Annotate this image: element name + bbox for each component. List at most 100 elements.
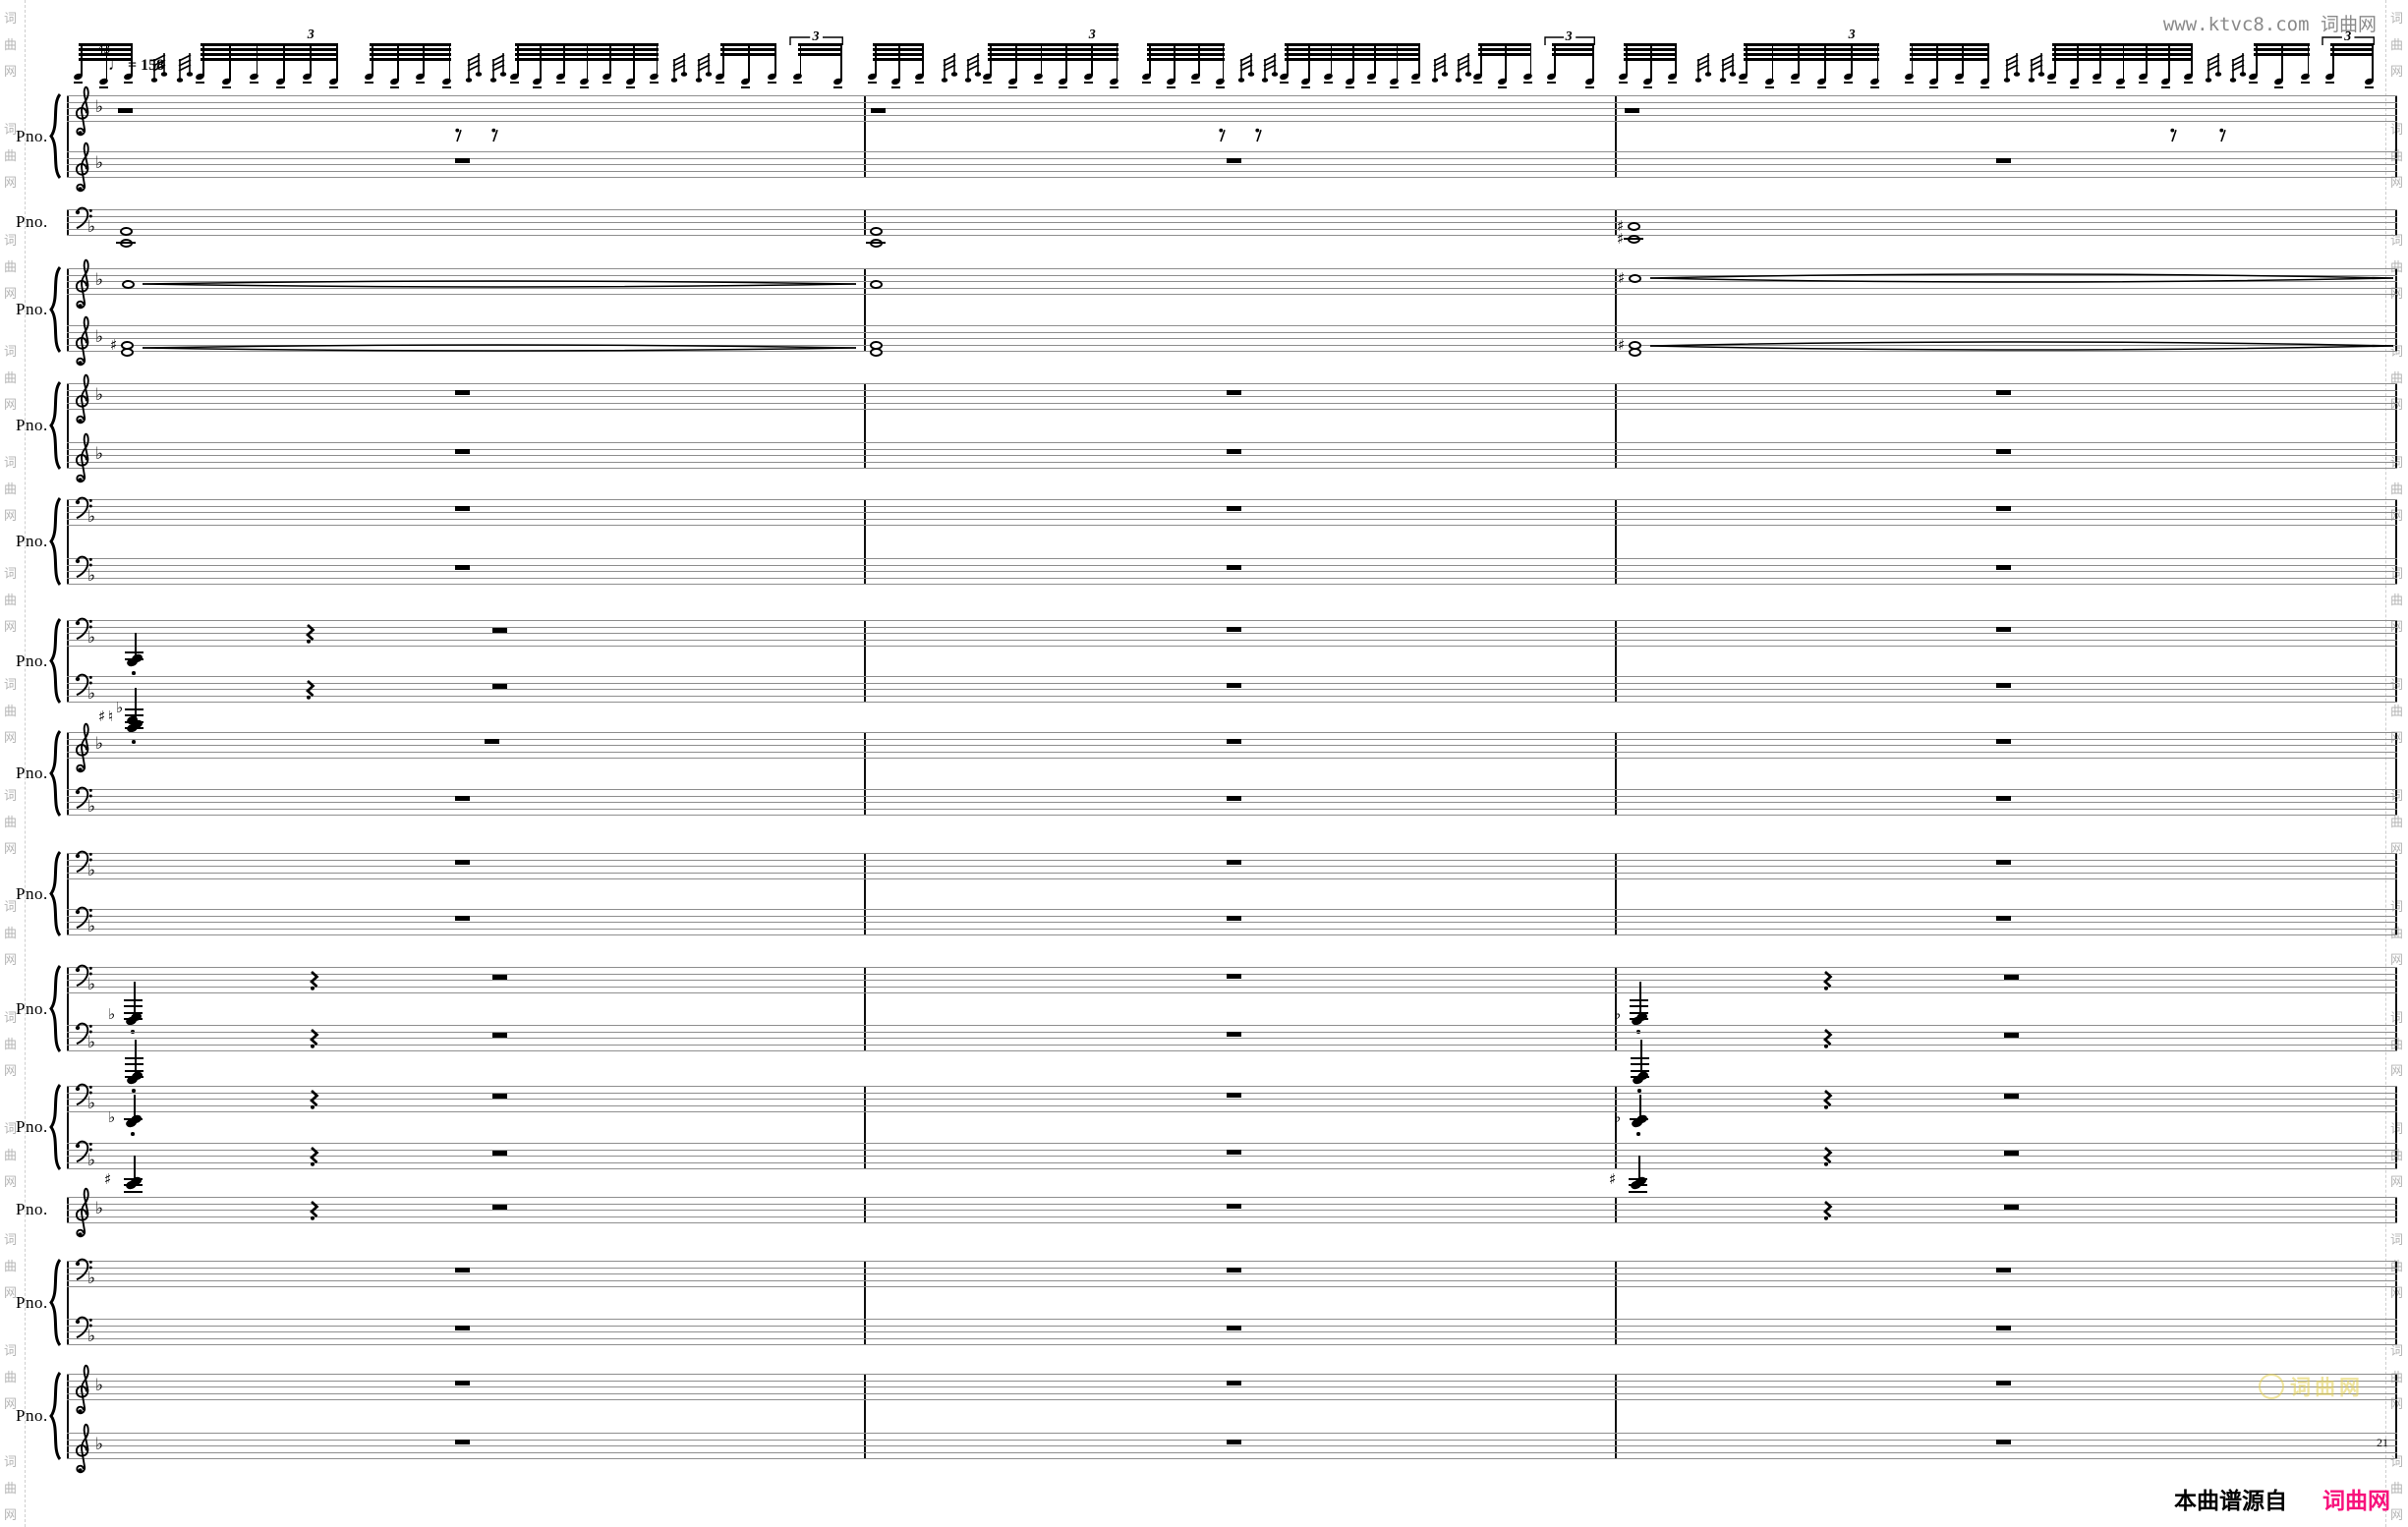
ledger-dash — [741, 86, 751, 88]
note-stem — [2122, 45, 2125, 81]
barline — [1615, 95, 1617, 178]
whole-rest — [455, 1267, 470, 1272]
note-stem — [1396, 45, 1399, 81]
staff-line — [67, 1433, 2397, 1435]
staff-line — [67, 1143, 2397, 1145]
chord-stem — [1639, 982, 1641, 1021]
instrument-label: Pno. — [16, 650, 48, 670]
barline — [1615, 1086, 1617, 1169]
whole-note — [1627, 221, 1640, 231]
notehead — [1300, 77, 1311, 86]
cluster-notehead — [1635, 1113, 1648, 1125]
note-stem — [1480, 45, 1483, 76]
whole-rest — [1227, 1439, 1241, 1444]
accidental: ♯ — [110, 336, 118, 354]
watermark-char: 词 — [2390, 12, 2404, 27]
footer: 本曲谱源自 词曲网 — [2174, 1482, 2390, 1515]
accidental: ♯ — [1618, 336, 1626, 354]
quarter-rest — [1822, 1201, 1833, 1220]
instrument-label: Pno. — [16, 883, 48, 903]
key-signature-flat: ♭ — [87, 684, 96, 704]
watermark-char: 词 — [4, 456, 18, 471]
cluster-notehead — [131, 652, 143, 664]
beam — [873, 43, 925, 46]
note-stem — [1222, 45, 1225, 81]
ledger-dash — [275, 86, 285, 88]
note-stem — [2191, 45, 2193, 76]
whole-rest — [1996, 1439, 2011, 1444]
note-stem — [2307, 45, 2310, 76]
beam — [2254, 43, 2310, 46]
whole-rest — [1996, 564, 2011, 570]
beam — [1909, 43, 1989, 46]
staff-line — [67, 274, 2397, 276]
watermark-char: 曲 — [2390, 1482, 2404, 1497]
quarter-rest — [309, 1201, 319, 1220]
watermark-char: 曲 — [4, 149, 18, 164]
tuplet-number: 3 — [1088, 28, 1096, 42]
ledger-dash — [1843, 82, 1853, 84]
notehead — [195, 72, 205, 82]
notehead — [1642, 77, 1653, 86]
ledger-dash — [1473, 82, 1483, 84]
staff-line — [67, 676, 2397, 678]
whole-note — [1628, 273, 1641, 283]
beam — [369, 43, 451, 46]
ledger-dash — [364, 82, 373, 84]
ledger-line — [124, 1005, 143, 1007]
watermark-char: 网 — [4, 1397, 18, 1412]
system-brace — [49, 497, 62, 586]
ledger-dash — [1739, 82, 1749, 84]
treble-clef-icon — [75, 258, 89, 310]
tie — [1649, 341, 2394, 351]
left-watermark-divider — [25, 0, 26, 1527]
note-stem — [1771, 45, 1774, 81]
key-signature-flat: ♭ — [95, 385, 104, 405]
notehead — [982, 72, 993, 82]
watermark-char: 词 — [4, 234, 18, 249]
note-stem — [202, 45, 204, 76]
instrument-label: Pno. — [16, 126, 48, 145]
staff-line — [67, 235, 2397, 237]
chord-stem — [135, 688, 137, 728]
quarter-rest — [305, 680, 315, 700]
ledger-dash — [1764, 86, 1774, 88]
note-stem — [1553, 45, 1556, 76]
staff-line — [67, 1344, 2397, 1346]
whole-rest — [455, 859, 470, 865]
notehead — [275, 77, 286, 86]
ledger-dash — [249, 82, 258, 84]
notehead — [1546, 72, 1557, 82]
accidental: ♭ — [1614, 1108, 1622, 1126]
key-signature-flat: ♭ — [87, 1327, 96, 1346]
quarter-rest — [305, 624, 315, 644]
key-signature-flat: ♭ — [87, 975, 96, 994]
watermark-char: 词 — [4, 12, 18, 27]
cluster-notehead — [130, 1113, 143, 1125]
staff-line — [67, 922, 2397, 924]
notehead — [1141, 72, 1152, 82]
whole-note — [120, 347, 134, 357]
barline — [864, 620, 866, 703]
note-stem — [774, 45, 776, 76]
notehead — [1410, 72, 1421, 82]
notehead — [364, 72, 374, 82]
eighth-rest — [1219, 128, 1226, 142]
staff-line — [67, 468, 2397, 470]
watermark-char: 曲 — [2390, 38, 2404, 53]
beam — [514, 43, 659, 46]
gliss-run — [2003, 53, 2020, 83]
beam — [1744, 43, 1879, 46]
accidental: ♮ — [108, 707, 114, 725]
footer-site-link[interactable]: 词曲网 — [2322, 1489, 2391, 1514]
staff-line — [67, 518, 2397, 520]
ledger-line — [125, 1057, 143, 1059]
beam — [201, 53, 339, 56]
ledger-dash — [1280, 82, 1290, 84]
half-rest — [2004, 1094, 2019, 1100]
barline — [864, 853, 866, 935]
barline — [1615, 499, 1617, 585]
staff-line — [67, 758, 2397, 760]
staff-line — [67, 1038, 2397, 1040]
notehead — [1032, 72, 1043, 82]
